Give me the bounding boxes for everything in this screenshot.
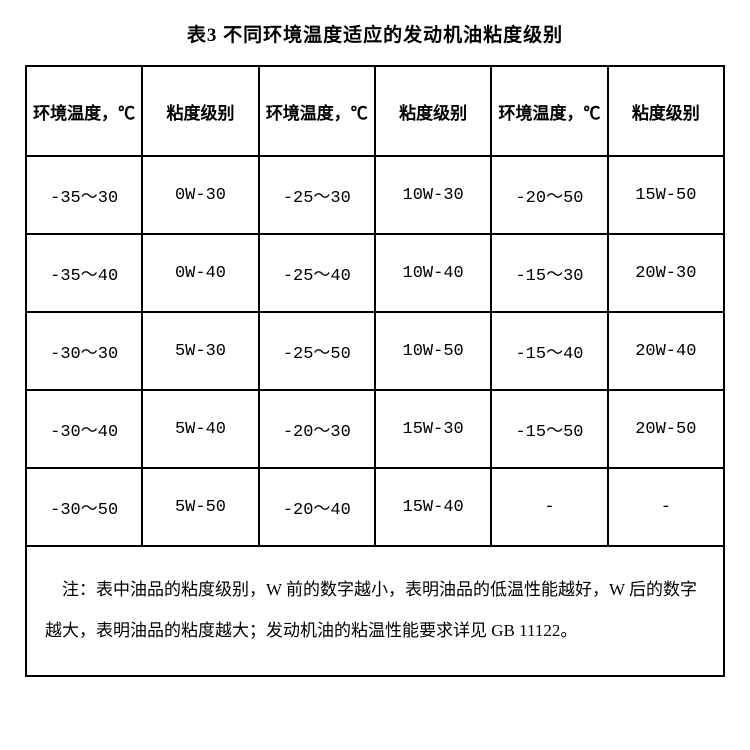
cell: -30～30	[26, 312, 142, 390]
cell: 20W-30	[608, 234, 724, 312]
table-row: -35～30 0W-30 -25～30 10W-30 -20～50 15W-50	[26, 156, 724, 234]
cell: 15W-30	[375, 390, 491, 468]
cell: -20～50	[491, 156, 607, 234]
table-row: -30～40 5W-40 -20～30 15W-30 -15～50 20W-50	[26, 390, 724, 468]
cell: 15W-50	[608, 156, 724, 234]
cell: 20W-40	[608, 312, 724, 390]
cell: 5W-40	[142, 390, 258, 468]
cell: -15～50	[491, 390, 607, 468]
cell: -25～30	[259, 156, 375, 234]
cell: -15～40	[491, 312, 607, 390]
table-title: 表3 不同环境温度适应的发动机油粘度级别	[25, 20, 725, 47]
cell: -20～30	[259, 390, 375, 468]
col-header: 粘度级别	[375, 66, 491, 156]
col-header: 粘度级别	[142, 66, 258, 156]
cell: 10W-30	[375, 156, 491, 234]
table-row: -30～50 5W-50 -20～40 15W-40 - -	[26, 468, 724, 546]
cell: -30～40	[26, 390, 142, 468]
col-header: 环境温度，℃	[259, 66, 375, 156]
cell: -35～40	[26, 234, 142, 312]
col-header: 环境温度，℃	[491, 66, 607, 156]
cell: 15W-40	[375, 468, 491, 546]
cell: -15～30	[491, 234, 607, 312]
cell: 0W-30	[142, 156, 258, 234]
col-header: 环境温度，℃	[26, 66, 142, 156]
cell: -30～50	[26, 468, 142, 546]
cell: 10W-50	[375, 312, 491, 390]
footnote-row: 注：表中油品的粘度级别，W 前的数字越小，表明油品的低温性能越好，W 后的数字越…	[26, 546, 724, 676]
cell: -	[608, 468, 724, 546]
table-row: -30～30 5W-30 -25～50 10W-50 -15～40 20W-40	[26, 312, 724, 390]
viscosity-table: 环境温度，℃ 粘度级别 环境温度，℃ 粘度级别 环境温度，℃ 粘度级别 -35～…	[25, 65, 725, 677]
cell: 5W-30	[142, 312, 258, 390]
cell: 5W-50	[142, 468, 258, 546]
cell: -35～30	[26, 156, 142, 234]
cell: -25～50	[259, 312, 375, 390]
table-header-row: 环境温度，℃ 粘度级别 环境温度，℃ 粘度级别 环境温度，℃ 粘度级别	[26, 66, 724, 156]
table-row: -35～40 0W-40 -25～40 10W-40 -15～30 20W-30	[26, 234, 724, 312]
cell: 20W-50	[608, 390, 724, 468]
cell: 10W-40	[375, 234, 491, 312]
cell: -20～40	[259, 468, 375, 546]
footnote-text: 注：表中油品的粘度级别，W 前的数字越小，表明油品的低温性能越好，W 后的数字越…	[26, 546, 724, 676]
col-header: 粘度级别	[608, 66, 724, 156]
cell: -	[491, 468, 607, 546]
cell: 0W-40	[142, 234, 258, 312]
cell: -25～40	[259, 234, 375, 312]
